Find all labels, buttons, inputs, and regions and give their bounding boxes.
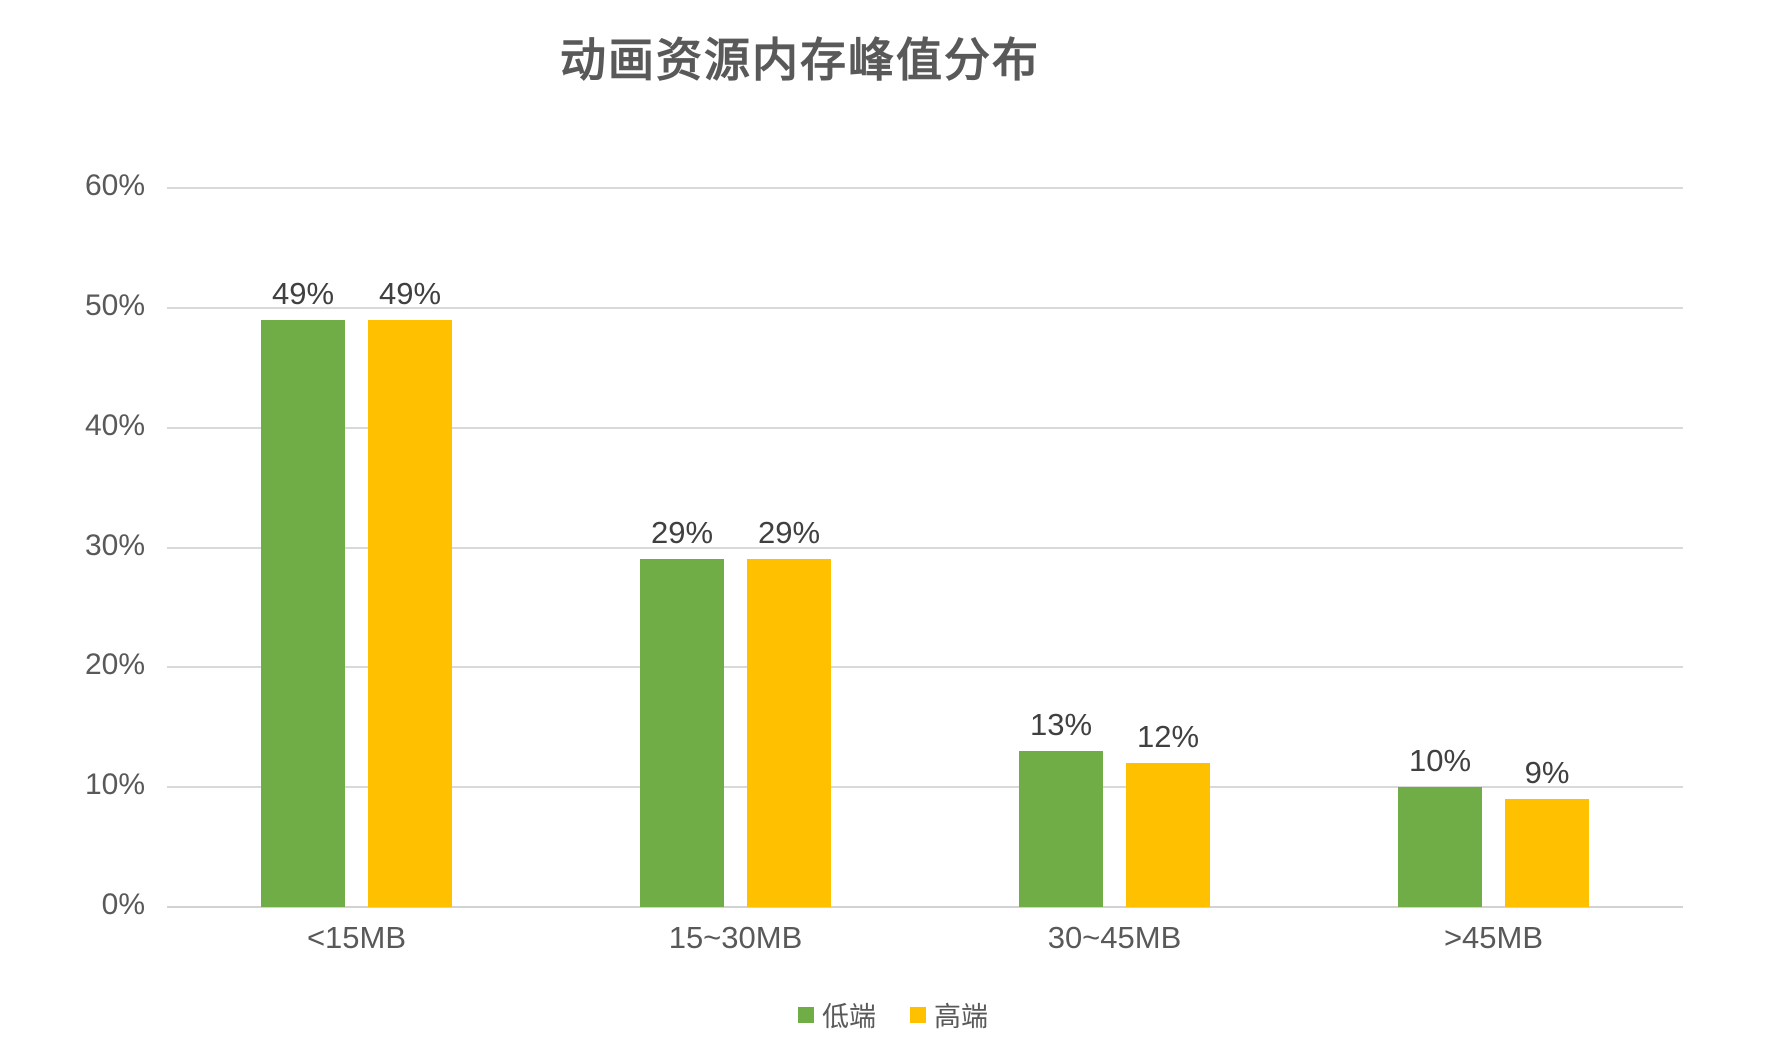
legend: 低端 高端 [0,995,1786,1034]
bar-value-label: 49% [271,275,335,311]
legend-label: 低端 [822,1002,876,1032]
bar-高端->45MB [1505,799,1589,907]
bar-value-label: 29% [650,515,714,551]
x-axis-line [167,906,1683,908]
legend-item-高端: 高端 [910,995,988,1034]
chart-title: 动画资源内存峰值分布 [560,34,1040,86]
bar-value-label: 12% [1136,719,1200,755]
bar-value-label: 49% [378,275,442,311]
y-tick-label: 60% [84,169,145,202]
gridline [167,187,1683,189]
y-tick-label: 50% [84,288,145,322]
y-tick-label: 40% [84,408,145,442]
y-tick-label: 0% [101,888,145,921]
y-tick-label: 10% [84,768,145,802]
gridline [167,426,1683,429]
bar-value-label: 13% [1029,707,1093,743]
bar-低端-15~30MB [640,559,724,907]
y-tick-label: 30% [84,528,145,562]
bar-低端-<15MB [261,319,345,907]
gridline [167,306,1683,309]
y-tick-label: 20% [84,648,145,682]
x-category-label: <15MB [306,920,407,955]
bar-高端-30~45MB [1126,763,1210,907]
bar-低端->45MB [1398,787,1482,907]
bar-value-label: 10% [1408,743,1472,779]
legend-swatch-icon [798,1006,814,1023]
gridline [167,546,1683,549]
legend-label: 高端 [934,1002,988,1032]
x-category-label: >45MB [1443,920,1544,955]
legend-item-低端: 低端 [798,995,876,1034]
gridline [167,786,1683,789]
x-category-label: 30~45MB [1047,920,1182,955]
gridline [167,666,1683,669]
bar-value-label: 9% [1524,755,1570,791]
bar-低端-30~45MB [1019,751,1103,907]
bar-高端-15~30MB [747,559,831,907]
bar-高端-<15MB [368,319,452,907]
legend-swatch-icon [910,1006,926,1023]
bar-value-label: 29% [757,515,821,551]
x-category-label: 15~30MB [668,920,803,955]
